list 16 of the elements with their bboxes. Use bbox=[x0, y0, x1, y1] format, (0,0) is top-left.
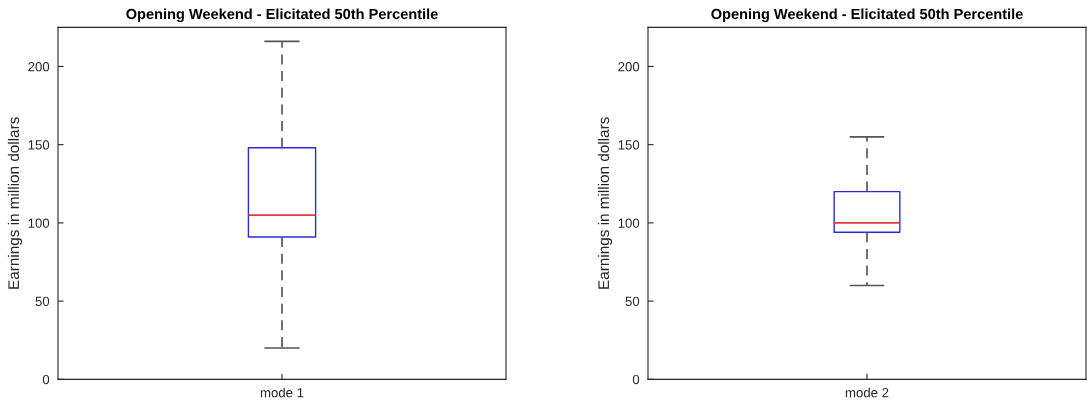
y-tick-label: 150 bbox=[28, 140, 50, 150]
y-tick-label: 50 bbox=[35, 296, 50, 307]
y-tick-label: 100 bbox=[28, 218, 50, 228]
y-tick-label: 150 bbox=[618, 140, 640, 150]
x-tick-label: mode 2 bbox=[845, 387, 889, 398]
y-tick-label: 200 bbox=[28, 62, 50, 72]
y-tick-label: 200 bbox=[618, 62, 640, 72]
y-axis-title: Earnings in million dollars bbox=[597, 117, 613, 289]
y-tick-label: 0 bbox=[632, 374, 640, 385]
y-tick-label: 0 bbox=[42, 374, 50, 385]
chart-title: Opening Weekend - Elicitated 50th Percentile bbox=[711, 8, 1023, 23]
y-tick-label: 100 bbox=[618, 218, 640, 228]
x-tick-label: mode 1 bbox=[260, 387, 304, 398]
chart-title: Opening Weekend - Elicitated 50th Percentile bbox=[126, 8, 438, 23]
y-axis-title: Earnings in million dollars bbox=[7, 117, 23, 289]
y-tick-label: 50 bbox=[625, 296, 640, 307]
